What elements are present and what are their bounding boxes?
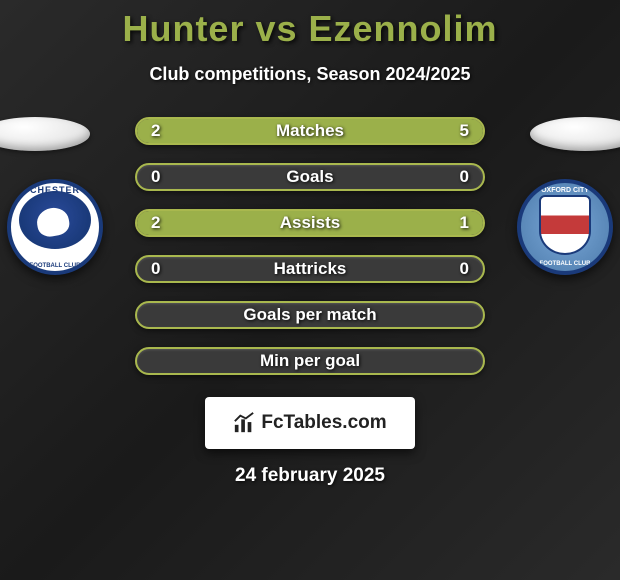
right-side: OXFORD CITY FOOTBALL CLUB: [495, 117, 615, 275]
comparison-card: Hunter vs Ezennolim Club competitions, S…: [0, 0, 620, 487]
subtitle: Club competitions, Season 2024/2025: [0, 64, 620, 85]
chart-icon: [233, 412, 255, 434]
stat-bar: 00Goals: [135, 163, 485, 191]
stat-bar: 21Assists: [135, 209, 485, 237]
stat-label: Hattricks: [137, 259, 483, 279]
stat-bar: Min per goal: [135, 347, 485, 375]
date-text: 24 february 2025: [0, 465, 620, 487]
crest-top-text: OXFORD CITY: [521, 187, 609, 194]
page-title: Hunter vs Ezennolim: [0, 8, 620, 50]
stat-label: Matches: [137, 121, 483, 141]
stats-column: 25Matches 00Goals 21Assists 00Hattricks Goal…: [135, 117, 485, 375]
right-team-pill: [530, 117, 620, 151]
crest-top-text: CHESTER: [11, 185, 99, 195]
stat-label: Assists: [137, 213, 483, 233]
stat-label: Goals per match: [137, 305, 483, 325]
stat-bar: 25Matches: [135, 117, 485, 145]
brand-badge[interactable]: FcTables.com: [205, 397, 415, 449]
left-side: CHESTER FOOTBALL CLUB: [5, 117, 125, 275]
stat-label: Min per goal: [137, 351, 483, 371]
crest-bottom-text: FOOTBALL CLUB: [521, 261, 609, 267]
stat-bar: Goals per match: [135, 301, 485, 329]
stat-bar: 00Hattricks: [135, 255, 485, 283]
brand-text: FcTables.com: [261, 412, 386, 434]
left-team-pill: [0, 117, 90, 151]
crest-bottom-text: FOOTBALL CLUB: [11, 263, 99, 269]
main-row: CHESTER FOOTBALL CLUB 25Matches 00Goals 21…: [0, 117, 620, 375]
right-team-crest: OXFORD CITY FOOTBALL CLUB: [517, 179, 613, 275]
left-team-crest: CHESTER FOOTBALL CLUB: [7, 179, 103, 275]
stat-label: Goals: [137, 167, 483, 187]
